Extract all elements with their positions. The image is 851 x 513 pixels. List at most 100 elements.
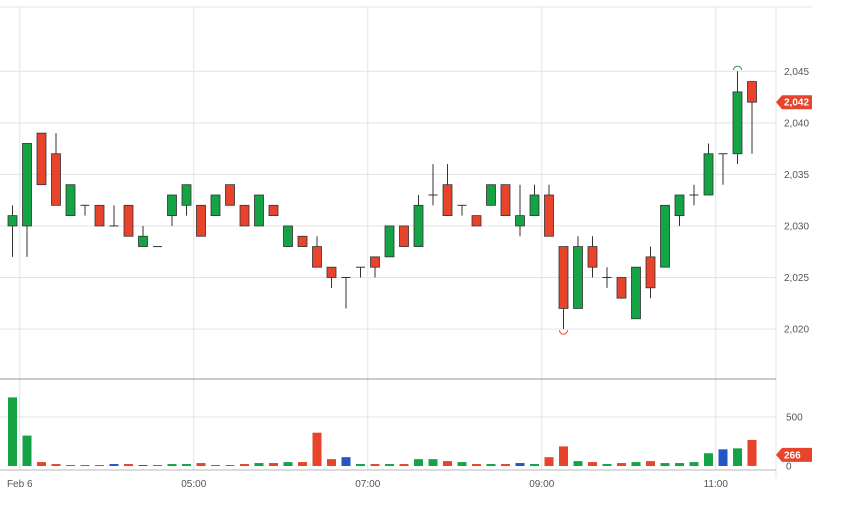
volume-bar <box>66 465 75 467</box>
current-volume-badge-shape <box>776 447 812 462</box>
current-price-label: 2,042 <box>784 98 809 109</box>
price-tick-label: 2,045 <box>784 67 809 78</box>
volume-tick-label: 0 <box>786 462 792 473</box>
candle-body <box>123 204 134 237</box>
x-tick-label: 09:00 <box>529 479 554 490</box>
volume-bar <box>689 462 699 466</box>
volume-bar <box>124 464 133 466</box>
current-volume-label: 266 <box>784 450 801 461</box>
volume-bar <box>631 462 641 466</box>
candle-body <box>486 184 496 206</box>
candle-body <box>7 215 18 227</box>
candle-body <box>674 194 685 217</box>
candle-body <box>283 225 293 247</box>
volume-bar <box>602 464 612 466</box>
candles <box>7 71 757 330</box>
candle-body <box>36 132 47 186</box>
candle-body <box>138 235 148 247</box>
volume-bar <box>486 464 496 466</box>
volume-bar <box>196 463 206 466</box>
price-tick-label: 2,020 <box>784 325 809 336</box>
volume-bar <box>51 464 61 466</box>
volume-bar <box>109 464 119 466</box>
price-tick-label: 2,035 <box>784 170 809 181</box>
volume-bar <box>617 463 626 466</box>
candle-body <box>529 194 540 217</box>
current-volume-badge: 266 <box>776 447 812 462</box>
volume-bar <box>515 463 525 466</box>
candle-body <box>326 266 337 278</box>
axes <box>0 6 812 478</box>
candle-body <box>22 143 32 227</box>
volume-bar <box>573 461 583 466</box>
candle-body <box>210 194 221 217</box>
candle-body <box>384 225 395 258</box>
volume-bar <box>457 462 467 466</box>
candle-body <box>297 235 308 247</box>
volume-bar <box>660 463 670 466</box>
volume-bar <box>138 465 148 467</box>
volume-bar <box>370 464 380 466</box>
x-tick-label: Feb 6 <box>7 479 33 490</box>
candle-body <box>703 153 714 196</box>
volume-bar <box>414 459 423 466</box>
candle-body <box>312 246 322 268</box>
volume-bar <box>182 464 191 466</box>
candle-body <box>225 184 235 206</box>
volume-bar <box>153 465 162 467</box>
candle-body <box>587 246 598 268</box>
x-tick-label: 05:00 <box>181 479 206 490</box>
volume-bar <box>428 459 438 466</box>
volume-bar <box>399 464 409 466</box>
candle-body <box>573 246 583 309</box>
volume-bar <box>675 463 684 466</box>
candle-body <box>196 204 206 237</box>
candle-body <box>268 204 279 217</box>
price-tick-label: 2,040 <box>784 118 809 129</box>
current-price-badge: 2,042 <box>776 95 812 110</box>
candle-body <box>181 184 192 206</box>
volume-bar <box>298 462 307 466</box>
candle-body <box>631 266 641 320</box>
candle-body <box>747 81 757 103</box>
volume-bar <box>646 461 655 466</box>
low-marker <box>559 330 568 335</box>
candle-body <box>239 204 250 227</box>
volume-bar <box>718 449 728 466</box>
x-tick-label: 07:00 <box>355 479 380 490</box>
candle-body <box>167 194 177 217</box>
candle-body <box>65 184 76 217</box>
candle-body <box>413 204 424 247</box>
candle-body <box>51 153 61 206</box>
volume-bar <box>588 462 597 466</box>
volume-tick-label: 500 <box>786 413 803 424</box>
x-tick-label: 11:00 <box>704 479 729 490</box>
volume-bar <box>704 453 713 466</box>
candle-body <box>370 256 380 268</box>
candle-body <box>399 225 409 247</box>
tick-labels: Feb 6 05:00 07:00 09:00 11:00 2,020 2,025 2,030… <box>7 67 810 490</box>
high-low-markers <box>559 65 742 335</box>
price-tick-label: 2,030 <box>784 221 809 232</box>
candle-body <box>732 91 743 155</box>
candle-body <box>500 184 511 217</box>
volume-bar <box>167 464 177 466</box>
price-tick-label: 2,025 <box>784 273 809 284</box>
candle-body <box>558 246 569 309</box>
volume-bar <box>356 464 365 466</box>
volume-bar <box>530 464 539 466</box>
candle-body <box>660 204 670 268</box>
volume-bar <box>211 465 220 467</box>
volume-bar <box>501 464 510 466</box>
candle-body <box>515 215 525 227</box>
volume-bar <box>443 461 452 466</box>
volume-bar <box>385 464 394 466</box>
grid-lines <box>0 7 776 470</box>
volume-bar <box>327 459 336 466</box>
current-price-badge-shape <box>776 95 812 110</box>
volume-bar <box>747 439 757 466</box>
volume-bar <box>559 446 568 466</box>
volume-bar <box>341 457 351 466</box>
volume-bar <box>37 462 46 466</box>
